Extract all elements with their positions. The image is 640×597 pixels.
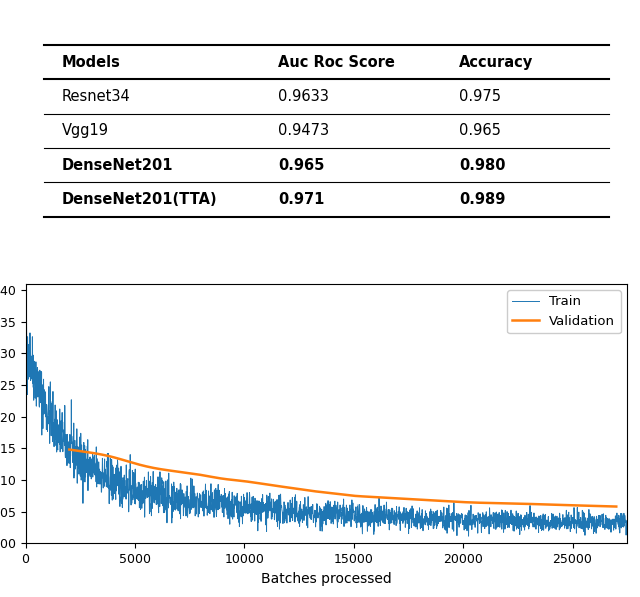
Text: 0.9633: 0.9633: [278, 89, 329, 104]
Text: Auc Roc Score: Auc Roc Score: [278, 55, 395, 70]
Text: 0.980: 0.980: [459, 158, 505, 173]
Validation: [612, 503, 620, 510]
Text: Models: Models: [61, 55, 120, 70]
Text: 0.9473: 0.9473: [278, 124, 330, 139]
Line: Train: Train: [26, 303, 627, 536]
Text: 0.989: 0.989: [459, 192, 505, 207]
Train: [620, 513, 627, 521]
Text: 0.965: 0.965: [278, 158, 324, 173]
Validation: [441, 497, 449, 504]
Train: [114, 460, 122, 467]
Validation: [492, 500, 500, 507]
Text: Accuracy: Accuracy: [459, 55, 533, 70]
Validation: [502, 500, 509, 507]
Text: DenseNet201: DenseNet201: [61, 158, 173, 173]
Train: [465, 533, 472, 540]
Validation: [122, 457, 129, 464]
Text: 0.971: 0.971: [278, 192, 324, 207]
Train: [22, 524, 29, 531]
Validation: [65, 446, 73, 453]
Train: [623, 521, 631, 528]
Train: [495, 523, 502, 530]
Line: Validation: Validation: [69, 450, 616, 506]
Train: [151, 486, 159, 493]
Text: DenseNet201(TTA): DenseNet201(TTA): [61, 192, 218, 207]
Train: [336, 510, 344, 517]
Legend: Train, Validation: Train, Validation: [507, 290, 621, 333]
Text: 0.975: 0.975: [459, 89, 500, 104]
Text: Vgg19: Vgg19: [61, 124, 109, 139]
Validation: [287, 484, 294, 491]
X-axis label: Batches processed: Batches processed: [261, 571, 392, 586]
Validation: [307, 487, 314, 494]
Train: [535, 521, 543, 528]
Text: 0.965: 0.965: [459, 124, 500, 139]
Train: [22, 299, 30, 306]
Text: Resnet34: Resnet34: [61, 89, 131, 104]
